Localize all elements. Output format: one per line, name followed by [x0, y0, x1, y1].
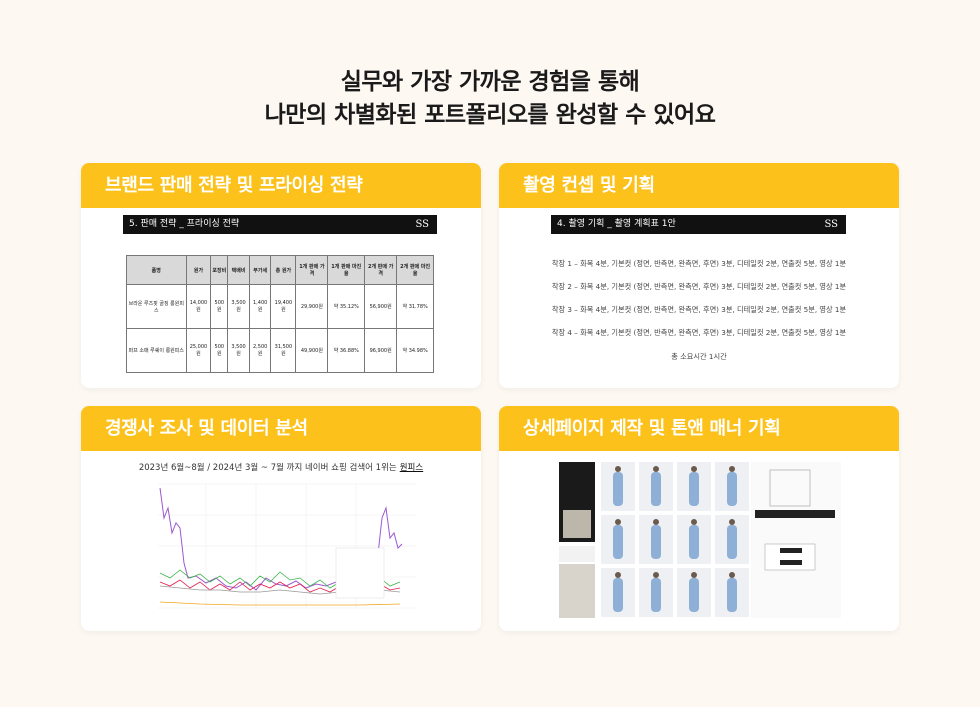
- product-figure: [727, 525, 737, 559]
- table-cell: 49,900원: [295, 328, 329, 373]
- table-header-cell: 부가세: [248, 255, 272, 285]
- product-head: [653, 572, 659, 578]
- table-row: 브라운 루즈핏 골징 롱원피스 14,000원 500원 3,500원 1,400원 19…: [126, 284, 434, 329]
- detail-page-image: [559, 462, 841, 618]
- table-cell: 약 36.88%: [327, 328, 366, 373]
- headline: 나만의 차별화된 포트폴리오를 완성할 수 있어요: [264, 102, 716, 128]
- caption: 2023년 6월~8월 / 2024년 3월 ~ 7월 까지 네이버 쇼핑 검색…: [81, 461, 481, 473]
- plan-line: 착장 3 – 화복 4분, 기본컷 (정면, 반측면, 완측면, 후면) 3분,…: [551, 305, 847, 314]
- table-cell: 퍼프 소매 루쉐이 롱원피스: [126, 328, 187, 373]
- card: 브랜드 판매 전략 및 프라이싱 전략 5. 판매 전략 _ 프라이싱 전략 S…: [81, 163, 481, 388]
- logo: SS: [415, 219, 429, 230]
- product-head: [615, 519, 621, 525]
- card: 촬영 컨셉 및 기획 4. 촬영 기획 _ 촬영 계획표 1안 SS 착장 1 …: [499, 163, 899, 388]
- table-cell: 1,400원: [248, 284, 272, 329]
- pricing-table: 품명 원가 포장비 택배비 부가세 총 원가 1개 판매 가격 1개 판매 마진율 2개 판매 …: [126, 255, 434, 373]
- product-figure: [651, 578, 661, 612]
- table-cell: 브라운 루즈핏 골징 롱원피스: [126, 284, 187, 329]
- card-title: 촬영 컨셉 및 기획: [499, 163, 899, 208]
- table-header-row: 품명 원가 포장비 택배비 부가세 총 원가 1개 판매 가격 1개 판매 마진율 2개 판매 …: [126, 255, 434, 285]
- product-figure: [689, 525, 699, 559]
- table-header-cell: 원가: [185, 255, 212, 285]
- table-header-cell: 2개 판매 마진율: [396, 255, 434, 285]
- table-header-cell: 2개 판매 가격: [364, 255, 398, 285]
- doc-title-bar: 4. 촬영 기획 _ 촬영 계획표 1안 SS: [551, 215, 846, 234]
- table-header-cell: 택배비: [227, 255, 250, 285]
- product-head: [653, 519, 659, 525]
- product-head: [729, 572, 735, 578]
- table-cell: 31,500원: [270, 328, 297, 373]
- product-head: [691, 572, 697, 578]
- table-cell: 29,900원: [295, 284, 329, 329]
- product-head: [653, 466, 659, 472]
- product-figure: [689, 578, 699, 612]
- doc-title-bar: 5. 판매 전략 _ 프라이싱 전략 SS: [123, 215, 437, 234]
- table-cell: 3,500원: [227, 328, 250, 373]
- headline: 실무와 가장 가까운 경험을 통해: [340, 69, 640, 95]
- card: 상세페이지 제작 및 톤앤 매너 기획: [499, 406, 899, 631]
- product-head: [691, 519, 697, 525]
- trend-chart-image: [158, 483, 416, 609]
- table-row: 퍼프 소매 루쉐이 롱원피스 25,000원 500원 3,500원 2,500원 31,…: [126, 328, 434, 373]
- table-cell: 500원: [210, 284, 229, 329]
- table-header-cell: 품명: [126, 255, 187, 285]
- table-header-cell: 총 원가: [270, 255, 297, 285]
- product-head: [615, 572, 621, 578]
- card-title: 브랜드 판매 전략 및 프라이싱 전략: [81, 163, 481, 208]
- product-figure: [613, 472, 623, 506]
- product-figure: [613, 525, 623, 559]
- product-figure: [651, 472, 661, 506]
- logo: SS: [824, 219, 838, 230]
- table-cell: 2,500원: [248, 328, 272, 373]
- table-header-cell: 1개 판매 가격: [295, 255, 329, 285]
- table-cell: 14,000원: [185, 284, 212, 329]
- plan-line: 착장 2 – 화복 4분, 기본컷 (정면, 반측면, 완측면, 후면) 3분,…: [551, 282, 847, 291]
- table-cell: 약 34.98%: [396, 328, 434, 373]
- caption-emphasis: 원피스: [399, 463, 424, 473]
- product-figure: [727, 472, 737, 506]
- table-cell: 25,000원: [185, 328, 212, 373]
- table-cell: 약 31.78%: [396, 284, 434, 329]
- product-head: [615, 466, 621, 472]
- table-cell: 96,900원: [364, 328, 398, 373]
- plan-line: 착장 1 – 화복 4분, 기본컷 (정면, 반측면, 완측면, 후면) 3분,…: [551, 259, 847, 268]
- table-header-cell: 포장비: [210, 255, 229, 285]
- table-cell: 500원: [210, 328, 229, 373]
- table-cell: 3,500원: [227, 284, 250, 329]
- product-head: [729, 466, 735, 472]
- doc-title: 4. 촬영 기획 _ 촬영 계획표 1안: [557, 219, 676, 229]
- card: 경쟁사 조사 및 데이터 분석 2023년 6월~8월 / 2024년 3월 ~…: [81, 406, 481, 631]
- table-cell: 56,900원: [364, 284, 398, 329]
- product-head: [729, 519, 735, 525]
- card-title: 경쟁사 조사 및 데이터 분석: [81, 406, 481, 451]
- plan-line: 착장 4 – 화복 4분, 기본컷 (정면, 반측면, 완측면, 후면) 3분,…: [551, 328, 847, 337]
- plan-total: 총 소요시간 1시간: [671, 352, 727, 361]
- table-cell: 19,400원: [270, 284, 297, 329]
- caption-text: 2023년 6월~8월 / 2024년 3월 ~ 7월 까지 네이버 쇼핑 검색…: [138, 463, 397, 473]
- product-figure: [613, 578, 623, 612]
- product-figure: [689, 472, 699, 506]
- table-cell: 약 35.12%: [327, 284, 366, 329]
- product-figure: [651, 525, 661, 559]
- card-title: 상세페이지 제작 및 톤앤 매너 기획: [499, 406, 899, 451]
- product-figure: [727, 578, 737, 612]
- product-head: [691, 466, 697, 472]
- table-header-cell: 1개 판매 마진율: [327, 255, 366, 285]
- doc-title: 5. 판매 전략 _ 프라이싱 전략: [129, 219, 240, 229]
